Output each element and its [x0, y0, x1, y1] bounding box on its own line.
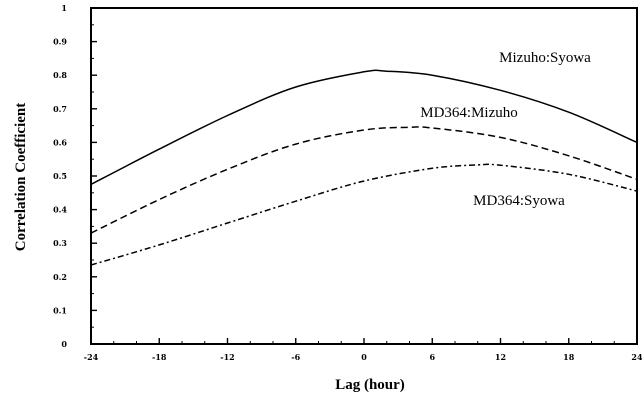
- y-tick-label: 0.7: [53, 104, 67, 114]
- x-tick-label: -18: [152, 352, 167, 362]
- series-labels: Mizuho:Syowa MD364:Mizuho MD364:Syowa: [420, 50, 591, 209]
- series-label-3: MD364:Syowa: [473, 193, 565, 209]
- y-tick-label: 0.5: [53, 171, 67, 181]
- x-tick-label: 24: [631, 352, 642, 362]
- series-line-2: [90, 126, 638, 234]
- y-tick-label: 0.2: [53, 272, 67, 282]
- x-tick-label: 12: [495, 352, 506, 362]
- y-axis-ticks: 0 0.1 0.2 0.3 0.4 0.5 0.6 0.7 0.8 0.9 1: [53, 3, 97, 349]
- y-tick-label: 0: [61, 339, 67, 349]
- y-axis-title: Correlation Coefficient: [13, 103, 29, 251]
- y-tick-label: 0.3: [53, 238, 67, 248]
- x-tick-label: 6: [429, 352, 435, 362]
- x-tick-label: 0: [361, 352, 367, 362]
- x-tick-label: -6: [291, 352, 300, 362]
- y-tick-label: 0.9: [53, 37, 67, 47]
- y-tick-label: 0.6: [53, 137, 67, 147]
- y-tick-label: 0.1: [53, 305, 67, 315]
- series-line-3: [90, 163, 638, 266]
- y-tick-label: 0.8: [53, 70, 67, 80]
- series-label-1: Mizuho:Syowa: [499, 50, 591, 66]
- series-lines: [90, 69, 638, 266]
- series-label-2: MD364:Mizuho: [420, 105, 518, 121]
- series-line-1: [90, 69, 638, 186]
- x-axis-ticks: -24 -18 -12 -6 0 6 12 18 24: [84, 338, 642, 362]
- x-axis-title: Lag (hour): [335, 377, 405, 393]
- x-tick-label: -12: [220, 352, 234, 362]
- y-tick-label: 1: [61, 3, 67, 13]
- y-tick-label: 0.4: [53, 205, 67, 215]
- x-tick-label: -24: [84, 352, 99, 362]
- x-tick-label: 18: [563, 352, 575, 362]
